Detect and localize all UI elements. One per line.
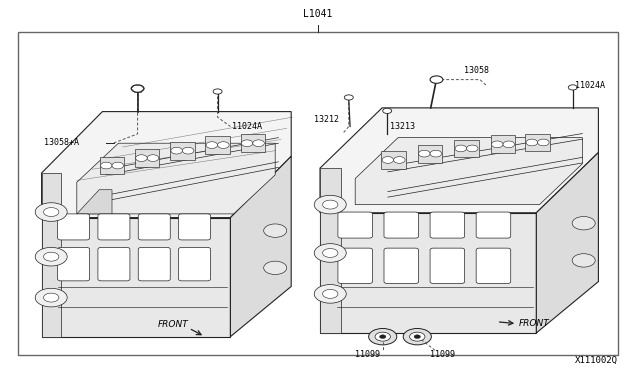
Text: FRONT: FRONT	[518, 319, 549, 328]
Circle shape	[455, 145, 467, 152]
Text: 11024A: 11024A	[575, 81, 605, 90]
FancyBboxPatch shape	[384, 212, 419, 238]
Circle shape	[264, 261, 287, 275]
Circle shape	[314, 195, 346, 214]
Circle shape	[430, 76, 443, 83]
Polygon shape	[170, 142, 195, 160]
Text: 11099: 11099	[355, 350, 380, 359]
Circle shape	[380, 335, 386, 339]
Circle shape	[394, 157, 405, 163]
Circle shape	[35, 288, 67, 307]
Polygon shape	[77, 143, 275, 214]
Text: 13058+A: 13058+A	[44, 138, 79, 147]
Bar	[18, 32, 618, 355]
Circle shape	[503, 141, 515, 148]
FancyBboxPatch shape	[338, 248, 372, 283]
Text: 11099: 11099	[430, 350, 455, 359]
Circle shape	[492, 141, 503, 148]
FancyBboxPatch shape	[430, 212, 465, 238]
Polygon shape	[355, 138, 582, 205]
FancyBboxPatch shape	[338, 212, 372, 238]
Polygon shape	[491, 135, 515, 153]
Circle shape	[323, 289, 338, 298]
Circle shape	[538, 139, 549, 146]
Polygon shape	[42, 173, 61, 337]
Polygon shape	[454, 140, 479, 157]
Polygon shape	[381, 151, 406, 169]
Circle shape	[383, 108, 392, 113]
Circle shape	[344, 95, 353, 100]
Circle shape	[526, 139, 538, 146]
Circle shape	[44, 252, 59, 261]
Circle shape	[253, 140, 264, 147]
Polygon shape	[525, 134, 550, 151]
Polygon shape	[320, 168, 341, 333]
FancyBboxPatch shape	[138, 214, 170, 240]
FancyBboxPatch shape	[58, 247, 90, 281]
Circle shape	[112, 162, 124, 169]
Circle shape	[206, 142, 218, 148]
Circle shape	[414, 335, 420, 339]
Polygon shape	[42, 112, 291, 218]
Circle shape	[572, 254, 595, 267]
FancyBboxPatch shape	[384, 248, 419, 283]
FancyBboxPatch shape	[98, 214, 130, 240]
Circle shape	[131, 85, 144, 92]
Text: 13058: 13058	[464, 66, 489, 75]
Circle shape	[147, 155, 159, 161]
Circle shape	[182, 147, 194, 154]
FancyBboxPatch shape	[179, 247, 211, 281]
Circle shape	[100, 162, 112, 169]
Polygon shape	[320, 213, 536, 333]
Circle shape	[35, 203, 67, 221]
Circle shape	[323, 200, 338, 209]
Circle shape	[44, 293, 59, 302]
Circle shape	[171, 147, 182, 154]
Polygon shape	[77, 190, 112, 214]
FancyBboxPatch shape	[430, 248, 465, 283]
Polygon shape	[241, 134, 265, 152]
Circle shape	[323, 248, 338, 257]
Text: 13212: 13212	[314, 115, 339, 124]
Text: FRONT: FRONT	[157, 320, 188, 329]
FancyBboxPatch shape	[476, 212, 511, 238]
Polygon shape	[135, 149, 159, 167]
Circle shape	[213, 89, 222, 94]
Circle shape	[241, 140, 253, 147]
Polygon shape	[536, 153, 598, 333]
Polygon shape	[320, 108, 598, 213]
Circle shape	[410, 332, 425, 341]
FancyBboxPatch shape	[476, 248, 511, 283]
Circle shape	[369, 328, 397, 345]
Circle shape	[44, 208, 59, 217]
Circle shape	[382, 157, 394, 163]
Polygon shape	[42, 218, 230, 337]
Circle shape	[314, 285, 346, 303]
Circle shape	[467, 145, 478, 152]
FancyBboxPatch shape	[138, 247, 170, 281]
Polygon shape	[418, 145, 442, 163]
Polygon shape	[230, 156, 291, 337]
Circle shape	[403, 328, 431, 345]
FancyBboxPatch shape	[58, 214, 90, 240]
Circle shape	[218, 142, 229, 148]
Circle shape	[419, 150, 430, 157]
FancyBboxPatch shape	[179, 214, 211, 240]
Text: X111002Q: X111002Q	[575, 356, 618, 365]
Circle shape	[572, 217, 595, 230]
Circle shape	[35, 247, 67, 266]
Circle shape	[568, 85, 577, 90]
Polygon shape	[205, 136, 230, 154]
Text: 11024A: 11024A	[232, 122, 262, 131]
Polygon shape	[100, 157, 124, 174]
FancyBboxPatch shape	[98, 247, 130, 281]
Circle shape	[375, 332, 390, 341]
Text: 13213: 13213	[390, 122, 415, 131]
Circle shape	[430, 150, 442, 157]
Circle shape	[136, 155, 147, 161]
Circle shape	[314, 244, 346, 262]
Text: L1041: L1041	[303, 9, 333, 19]
Circle shape	[264, 224, 287, 237]
